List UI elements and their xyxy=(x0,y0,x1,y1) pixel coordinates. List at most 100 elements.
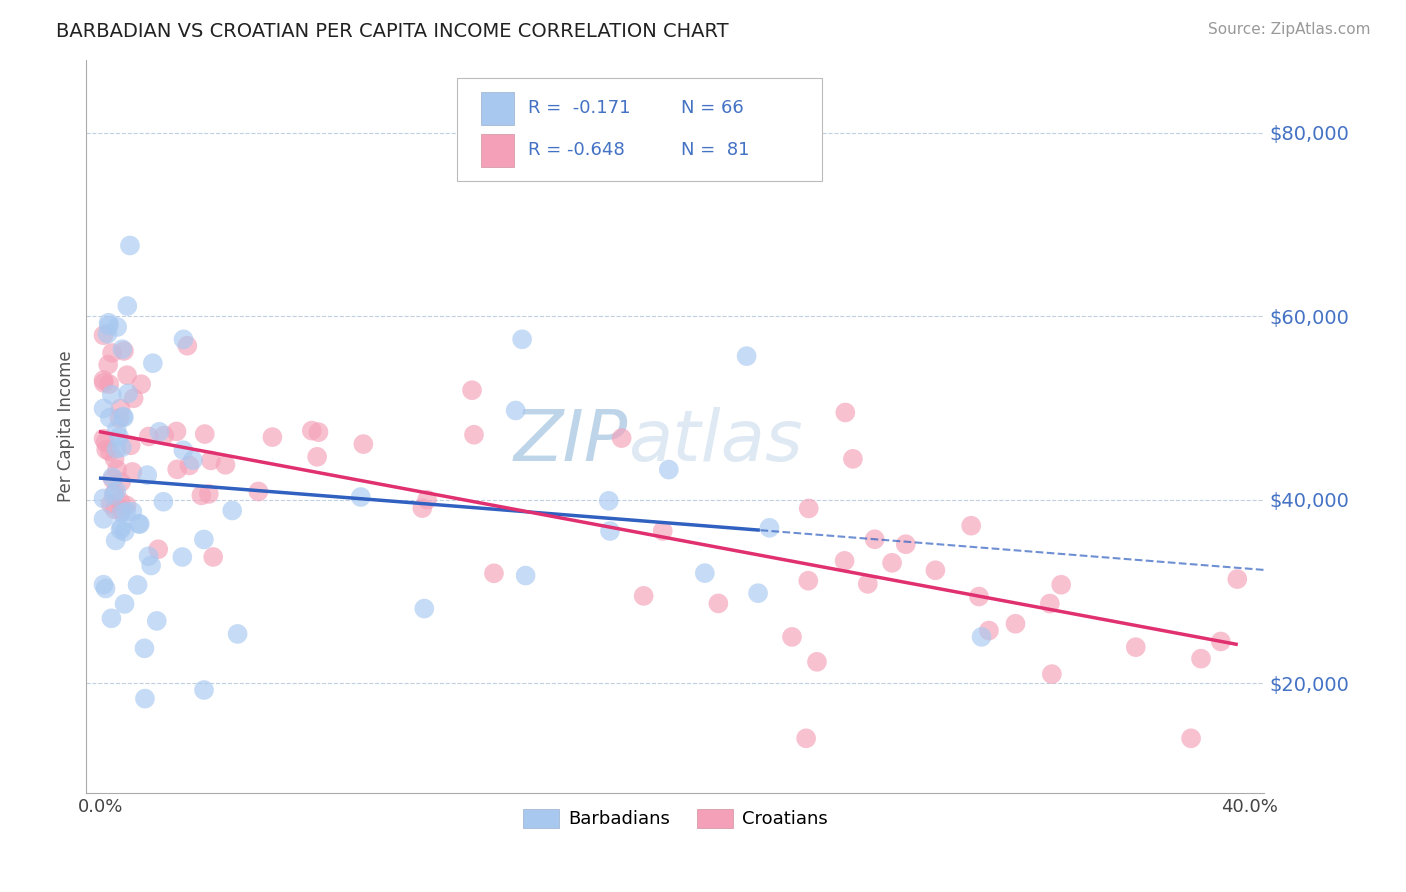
Text: BARBADIAN VS CROATIAN PER CAPITA INCOME CORRELATION CHART: BARBADIAN VS CROATIAN PER CAPITA INCOME … xyxy=(56,22,728,41)
Point xyxy=(1050,578,1073,592)
Point xyxy=(104,451,127,466)
Point xyxy=(101,470,124,484)
Point xyxy=(198,487,221,501)
Point xyxy=(1209,634,1232,648)
Point xyxy=(651,524,673,538)
Point xyxy=(105,320,128,334)
Point xyxy=(967,590,990,604)
Point xyxy=(352,437,374,451)
Point xyxy=(1226,572,1249,586)
Point xyxy=(960,518,983,533)
Point xyxy=(202,549,225,564)
Text: N =  81: N = 81 xyxy=(681,141,749,160)
Point xyxy=(146,614,169,628)
Text: ZIP: ZIP xyxy=(513,407,628,475)
Point xyxy=(110,520,132,534)
Point xyxy=(262,430,284,444)
Point xyxy=(834,554,856,568)
Point xyxy=(110,523,132,537)
Point xyxy=(226,627,249,641)
Point xyxy=(797,574,820,588)
Point xyxy=(104,502,127,516)
Point xyxy=(134,641,156,656)
Point xyxy=(193,533,215,547)
Point xyxy=(121,505,143,519)
Point xyxy=(139,558,162,573)
Point xyxy=(136,468,159,483)
Point xyxy=(148,425,170,439)
Point xyxy=(93,376,115,390)
Point xyxy=(103,486,125,500)
Point xyxy=(96,326,118,341)
Point xyxy=(94,435,117,450)
Point xyxy=(181,453,204,467)
Point xyxy=(194,427,217,442)
Point xyxy=(115,368,138,383)
Point xyxy=(118,238,141,252)
Point xyxy=(110,506,132,520)
FancyBboxPatch shape xyxy=(481,92,513,125)
Point xyxy=(98,410,121,425)
Point xyxy=(142,356,165,370)
Point xyxy=(172,443,194,458)
Point xyxy=(117,386,139,401)
Point xyxy=(105,483,128,498)
Point xyxy=(842,451,865,466)
Point xyxy=(416,492,439,507)
Point xyxy=(134,691,156,706)
Text: Source: ZipAtlas.com: Source: ZipAtlas.com xyxy=(1208,22,1371,37)
Point xyxy=(894,537,917,551)
Point xyxy=(97,358,120,372)
Point xyxy=(1004,616,1026,631)
Point xyxy=(121,465,143,479)
Point xyxy=(482,566,505,581)
FancyBboxPatch shape xyxy=(481,134,513,167)
FancyBboxPatch shape xyxy=(457,78,823,181)
Point xyxy=(747,586,769,600)
Point xyxy=(100,497,122,511)
Point xyxy=(122,391,145,405)
Point xyxy=(977,624,1000,638)
Point xyxy=(461,383,484,397)
Point xyxy=(111,409,134,424)
Point xyxy=(110,475,132,489)
Point xyxy=(176,339,198,353)
Y-axis label: Per Capita Income: Per Capita Income xyxy=(58,351,75,502)
Point xyxy=(308,425,330,439)
Point xyxy=(307,450,329,464)
Point xyxy=(128,516,150,531)
Point xyxy=(166,462,188,476)
Point xyxy=(856,577,879,591)
Point xyxy=(105,462,128,476)
Legend: Barbadians, Croatians: Barbadians, Croatians xyxy=(516,802,835,836)
Point xyxy=(112,343,135,358)
Point xyxy=(515,568,537,582)
Point xyxy=(797,501,820,516)
Point xyxy=(105,442,128,456)
Point xyxy=(610,431,633,445)
Point xyxy=(93,328,115,343)
Point xyxy=(96,442,118,457)
Text: N = 66: N = 66 xyxy=(681,99,744,118)
Point xyxy=(138,549,160,564)
Point xyxy=(114,597,136,611)
Point xyxy=(214,458,236,472)
Point xyxy=(179,458,201,473)
Point xyxy=(301,424,323,438)
Point xyxy=(98,377,121,392)
Point xyxy=(108,430,131,444)
Text: R =  -0.171: R = -0.171 xyxy=(529,99,630,118)
Point xyxy=(350,490,373,504)
Point xyxy=(221,503,243,517)
Point xyxy=(110,401,132,416)
Point xyxy=(93,432,115,446)
Point xyxy=(127,578,149,592)
Point xyxy=(1039,597,1062,611)
Point xyxy=(463,427,485,442)
Point xyxy=(101,472,124,486)
Text: R = -0.648: R = -0.648 xyxy=(529,141,624,160)
Point xyxy=(101,346,124,360)
Point xyxy=(505,403,527,417)
Point xyxy=(924,563,946,577)
Point xyxy=(658,462,681,476)
